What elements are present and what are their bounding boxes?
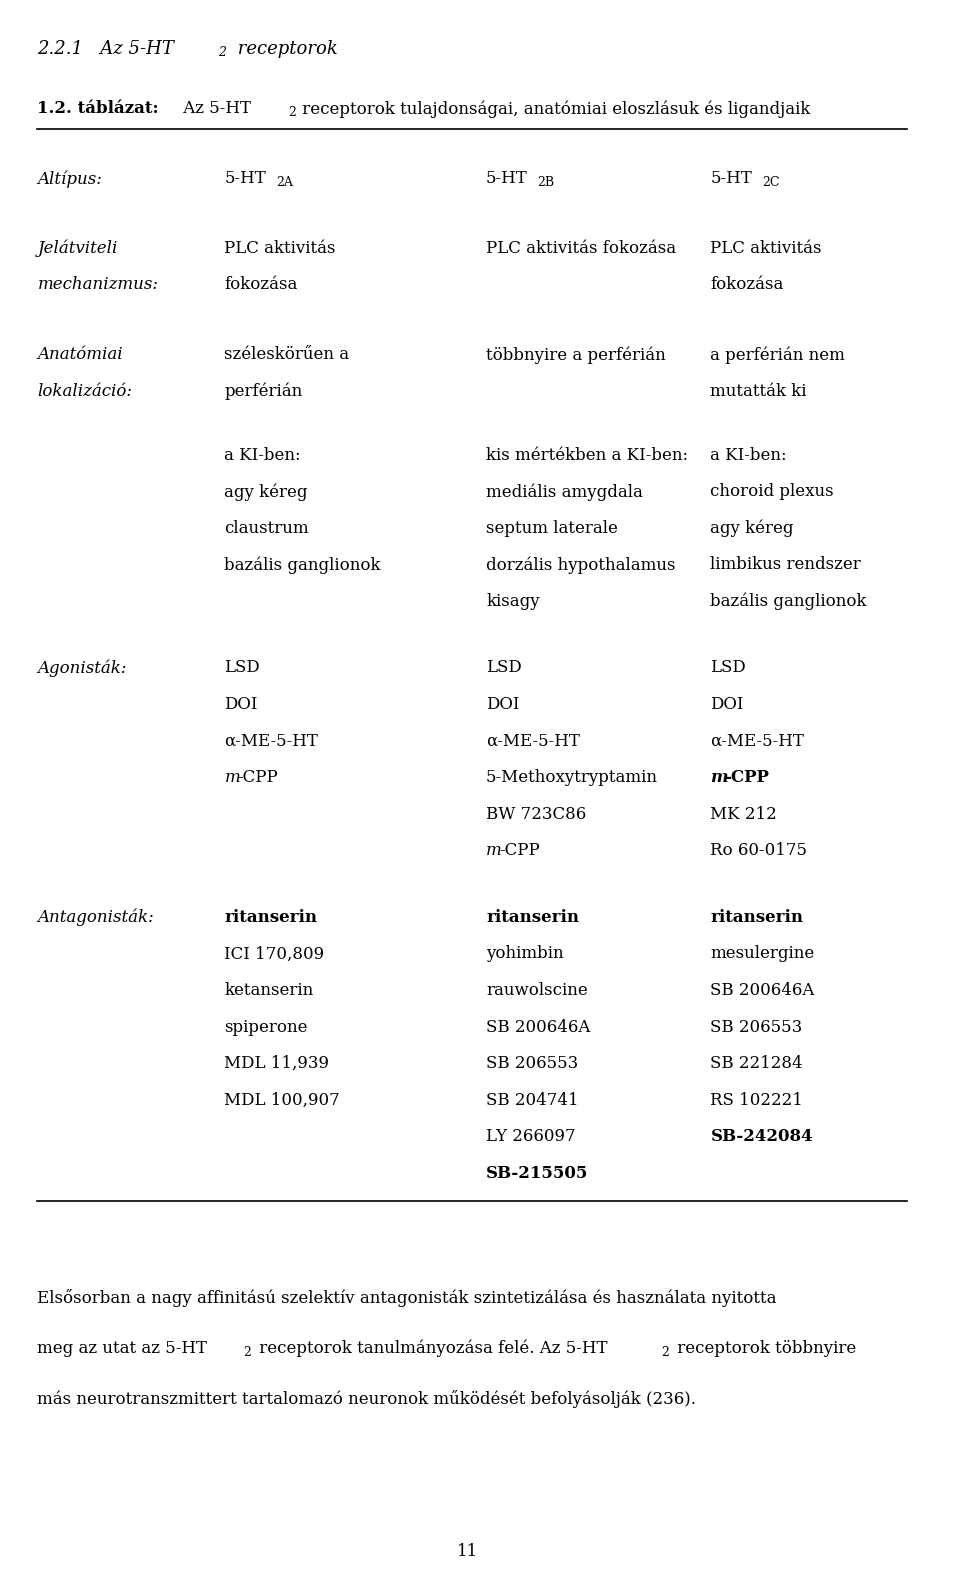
Text: Az 5-HT: Az 5-HT: [178, 100, 251, 118]
Text: spiperone: spiperone: [225, 1019, 308, 1036]
Text: Ro 60-0175: Ro 60-0175: [710, 842, 807, 860]
Text: Antagonisták:: Antagonisták:: [37, 909, 155, 926]
Text: -CPP: -CPP: [237, 769, 278, 787]
Text: Agonisták:: Agonisták:: [37, 659, 127, 677]
Text: receptorok tanulmányozása felé. Az 5-HT: receptorok tanulmányozása felé. Az 5-HT: [254, 1340, 608, 1357]
Text: SB 200646A: SB 200646A: [710, 982, 815, 999]
Text: a KI-ben:: a KI-ben:: [225, 447, 301, 464]
Text: ICI 170,809: ICI 170,809: [225, 945, 324, 963]
Text: BW 723C86: BW 723C86: [486, 806, 587, 823]
Text: kisagy: kisagy: [486, 593, 540, 610]
Text: bazális ganglionok: bazális ganglionok: [225, 556, 381, 574]
Text: SB-215505: SB-215505: [486, 1165, 588, 1182]
Text: LSD: LSD: [710, 659, 746, 677]
Text: agy kéreg: agy kéreg: [225, 483, 308, 501]
Text: m: m: [225, 769, 240, 787]
Text: MDL 100,907: MDL 100,907: [225, 1092, 340, 1109]
Text: agy kéreg: agy kéreg: [710, 520, 794, 537]
Text: receptorok: receptorok: [231, 40, 338, 57]
Text: széleskörűen a: széleskörűen a: [225, 346, 349, 364]
Text: SB 206553: SB 206553: [710, 1019, 803, 1036]
Text: 2.2.1   Az 5-HT: 2.2.1 Az 5-HT: [37, 40, 175, 57]
Text: 5-HT: 5-HT: [486, 170, 528, 188]
Text: többnyire a perférián: többnyire a perférián: [486, 346, 666, 364]
Text: limbikus rendszer: limbikus rendszer: [710, 556, 861, 574]
Text: choroid plexus: choroid plexus: [710, 483, 834, 501]
Text: rauwolscine: rauwolscine: [486, 982, 588, 999]
Text: 5-HT: 5-HT: [225, 170, 266, 188]
Text: SB-242084: SB-242084: [710, 1128, 813, 1146]
Text: -CPP: -CPP: [725, 769, 769, 787]
Text: 5-HT: 5-HT: [710, 170, 752, 188]
Text: meg az utat az 5-HT: meg az utat az 5-HT: [37, 1340, 207, 1357]
Text: yohimbin: yohimbin: [486, 945, 564, 963]
Text: α-ME-5-HT: α-ME-5-HT: [225, 733, 318, 750]
Text: Elsősorban a nagy affinitású szelektív antagonisták szintetizálása és használata: Elsősorban a nagy affinitású szelektív a…: [37, 1289, 777, 1306]
Text: m: m: [710, 769, 728, 787]
Text: claustrum: claustrum: [225, 520, 309, 537]
Text: 1.2. táblázat:: 1.2. táblázat:: [37, 100, 159, 118]
Text: α-ME-5-HT: α-ME-5-HT: [710, 733, 804, 750]
Text: 2B: 2B: [538, 176, 555, 189]
Text: SB 221284: SB 221284: [710, 1055, 803, 1073]
Text: mediális amygdala: mediális amygdala: [486, 483, 643, 501]
Text: a perférián nem: a perférián nem: [710, 346, 845, 364]
Text: ritanserin: ritanserin: [710, 909, 804, 926]
Text: RS 102221: RS 102221: [710, 1092, 804, 1109]
Text: Jelátviteli: Jelátviteli: [37, 240, 118, 257]
Text: MK 212: MK 212: [710, 806, 778, 823]
Text: DOI: DOI: [486, 696, 519, 713]
Text: receptorok többnyire: receptorok többnyire: [672, 1340, 856, 1357]
Text: DOI: DOI: [710, 696, 744, 713]
Text: SB 200646A: SB 200646A: [486, 1019, 590, 1036]
Text: bazális ganglionok: bazális ganglionok: [710, 593, 867, 610]
Text: mesulergine: mesulergine: [710, 945, 815, 963]
Text: -CPP: -CPP: [499, 842, 540, 860]
Text: fokozása: fokozása: [710, 276, 783, 294]
Text: más neurotranszmittert tartalomazó neuronok működését befolyásolják (236).: más neurotranszmittert tartalomazó neuro…: [37, 1390, 696, 1408]
Text: kis mértékben a KI-ben:: kis mértékben a KI-ben:: [486, 447, 688, 464]
Text: perférián: perférián: [225, 383, 302, 400]
Text: 2: 2: [288, 106, 296, 119]
Text: 2: 2: [243, 1346, 251, 1359]
Text: SB 204741: SB 204741: [486, 1092, 579, 1109]
Text: ritanserin: ritanserin: [486, 909, 579, 926]
Text: Altípus:: Altípus:: [37, 170, 103, 188]
Text: α-ME-5-HT: α-ME-5-HT: [486, 733, 580, 750]
Text: receptorok tulajdonságai, anatómiai eloszlásuk és ligandjaik: receptorok tulajdonságai, anatómiai elos…: [298, 100, 810, 118]
Text: ritanserin: ritanserin: [225, 909, 318, 926]
Text: 2C: 2C: [762, 176, 780, 189]
Text: fokozása: fokozása: [225, 276, 298, 294]
Text: septum laterale: septum laterale: [486, 520, 618, 537]
Text: SB 206553: SB 206553: [486, 1055, 578, 1073]
Text: PLC aktivitás: PLC aktivitás: [225, 240, 336, 257]
Text: PLC aktivitás: PLC aktivitás: [710, 240, 822, 257]
Text: LSD: LSD: [225, 659, 260, 677]
Text: 5-Methoxytryptamin: 5-Methoxytryptamin: [486, 769, 658, 787]
Text: DOI: DOI: [225, 696, 258, 713]
Text: ketanserin: ketanserin: [225, 982, 314, 999]
Text: LY 266097: LY 266097: [486, 1128, 576, 1146]
Text: PLC aktivitás fokozása: PLC aktivitás fokozása: [486, 240, 676, 257]
Text: 2: 2: [218, 46, 226, 59]
Text: 2: 2: [660, 1346, 669, 1359]
Text: dorzális hypothalamus: dorzális hypothalamus: [486, 556, 676, 574]
Text: 2A: 2A: [276, 176, 293, 189]
Text: MDL 11,939: MDL 11,939: [225, 1055, 329, 1073]
Text: mutatták ki: mutatták ki: [710, 383, 807, 400]
Text: m: m: [486, 842, 502, 860]
Text: 11: 11: [457, 1543, 478, 1560]
Text: a KI-ben:: a KI-ben:: [710, 447, 787, 464]
Text: lokalizáció:: lokalizáció:: [37, 383, 132, 400]
Text: Anatómiai: Anatómiai: [37, 346, 123, 364]
Text: LSD: LSD: [486, 659, 522, 677]
Text: mechanizmus:: mechanizmus:: [37, 276, 158, 294]
